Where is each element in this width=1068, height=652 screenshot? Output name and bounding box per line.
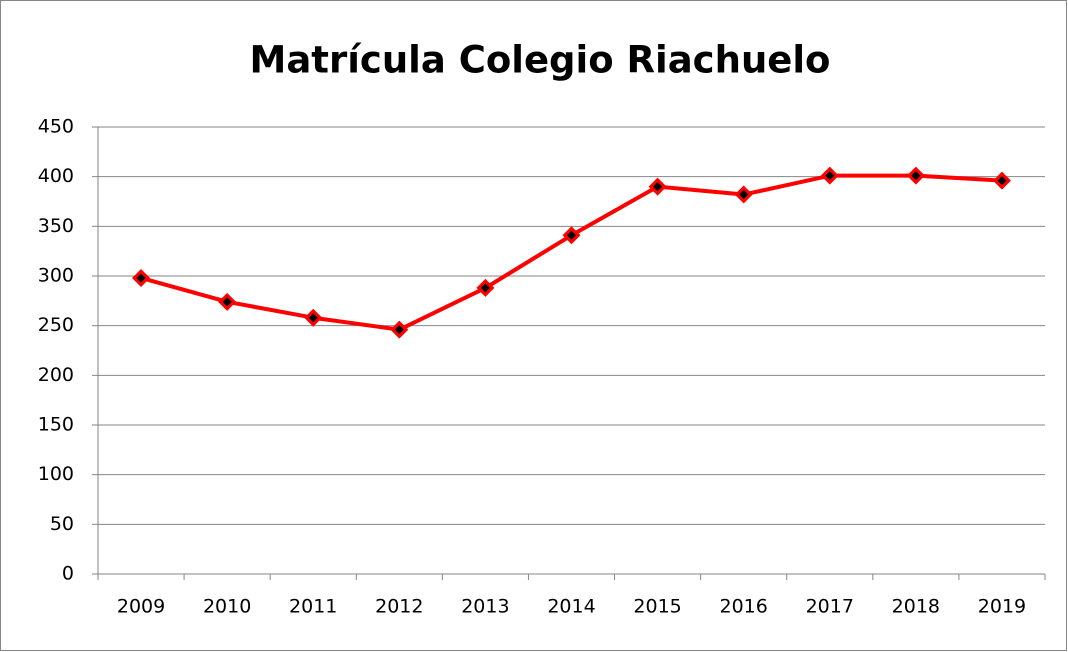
- x-tick-label: 2014: [547, 596, 595, 618]
- marker-inner: [480, 283, 490, 293]
- y-tick-label: 400: [38, 165, 74, 187]
- marker-inner: [567, 230, 576, 240]
- marker: [132, 268, 151, 287]
- marker: [390, 320, 409, 339]
- marker-inner: [653, 182, 663, 192]
- x-tick-label: 2015: [633, 596, 681, 618]
- y-tick-label: 250: [38, 314, 74, 336]
- y-tick-label: 0: [62, 563, 74, 585]
- marker: [476, 278, 495, 297]
- marker-inner: [394, 325, 404, 335]
- marker-inner: [997, 176, 1007, 186]
- x-tick-label: 2013: [461, 596, 509, 618]
- marker-inner: [308, 313, 318, 323]
- marker-inner: [911, 171, 921, 181]
- y-tick-label: 350: [38, 215, 74, 237]
- chart-title: Matrícula Colegio Riachuelo: [250, 39, 831, 82]
- x-tick-label: 2019: [978, 596, 1026, 618]
- y-tick-label: 450: [38, 116, 74, 138]
- x-tick-label: 2009: [117, 596, 165, 618]
- x-tick-label: 2010: [203, 596, 251, 618]
- marker: [820, 166, 839, 185]
- y-tick-label: 50: [50, 513, 74, 535]
- y-tick-label: 300: [38, 265, 74, 287]
- marker: [562, 226, 581, 245]
- marker: [906, 166, 925, 185]
- marker: [304, 308, 323, 327]
- marker-inner: [739, 190, 749, 200]
- marker: [992, 171, 1011, 190]
- marker: [648, 177, 667, 196]
- x-tick-label: 2012: [375, 596, 423, 618]
- marker-inner: [825, 171, 835, 181]
- y-tick-label: 150: [38, 414, 74, 436]
- x-tick-label: 2016: [720, 596, 768, 618]
- marker-inner: [136, 273, 146, 283]
- x-tick-label: 2017: [806, 596, 854, 618]
- x-tick-label: 2018: [892, 596, 940, 618]
- marker: [218, 292, 237, 311]
- y-tick-label: 200: [38, 364, 74, 386]
- marker: [734, 185, 753, 204]
- marker-inner: [222, 297, 232, 307]
- x-tick-label: 2011: [289, 596, 337, 618]
- y-tick-label: 100: [38, 463, 74, 485]
